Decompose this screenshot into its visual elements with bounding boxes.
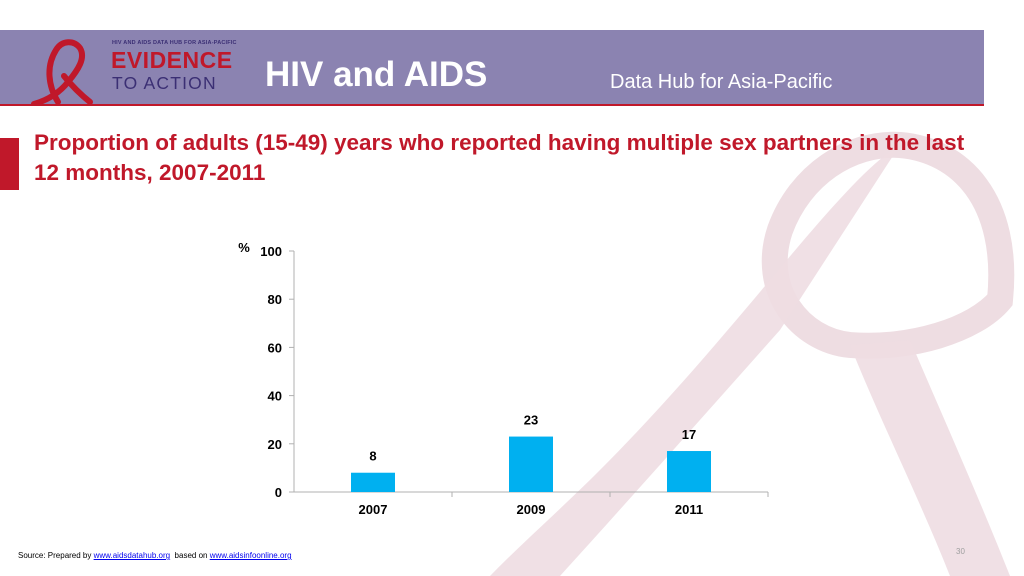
y-tick-label: 80 bbox=[268, 292, 282, 307]
data-label-2011: 17 bbox=[682, 427, 696, 442]
logo-small-text: HIV AND AIDS DATA HUB FOR ASIA-PACIFIC bbox=[112, 40, 237, 46]
aidsinfoonline-link[interactable]: www.aidsinfoonline.org bbox=[209, 551, 292, 560]
y-tick-label: 0 bbox=[275, 485, 282, 500]
y-tick-label: 40 bbox=[268, 389, 282, 404]
data-label-2007: 8 bbox=[369, 449, 376, 464]
red-ribbon-icon bbox=[31, 39, 93, 106]
header-subtitle: Data Hub for Asia-Pacific bbox=[610, 71, 833, 93]
source-note: Source: Prepared by www.aidsdatahub.org … bbox=[18, 551, 292, 560]
source-middle: based on bbox=[170, 551, 210, 560]
source-prefix: Source: Prepared by bbox=[18, 551, 94, 560]
data-label-2009: 23 bbox=[524, 413, 538, 428]
bar-2011 bbox=[667, 451, 711, 492]
header-divider bbox=[0, 104, 984, 106]
header-band bbox=[0, 30, 984, 104]
y-tick-label: 20 bbox=[268, 437, 282, 452]
x-tick-label-2011: 2011 bbox=[675, 502, 703, 517]
top-strip bbox=[0, 0, 1024, 30]
y-tick-label: 60 bbox=[268, 340, 282, 355]
header-title: HIV and AIDS bbox=[265, 55, 488, 94]
logo-evidence-text: EVIDENCE bbox=[111, 47, 233, 73]
y-axis-label: % bbox=[238, 240, 250, 255]
slide-title: Proportion of adults (15-49) years who r… bbox=[34, 130, 965, 185]
title-accent-bar bbox=[0, 138, 19, 190]
logo-to-action-text: TO ACTION bbox=[112, 73, 217, 93]
aidsdatahub-link[interactable]: www.aidsdatahub.org bbox=[93, 551, 171, 560]
y-tick-label: 100 bbox=[260, 244, 282, 259]
bar-2007 bbox=[351, 472, 395, 492]
evidence-to-action-logo: HIV AND AIDS DATA HUB FOR ASIA-PACIFIC E… bbox=[18, 36, 244, 106]
x-tick-label-2007: 2007 bbox=[359, 502, 388, 517]
x-tick-label-2009: 2009 bbox=[517, 502, 546, 517]
page-number: 30 bbox=[956, 547, 965, 556]
bar-2009 bbox=[509, 436, 553, 492]
